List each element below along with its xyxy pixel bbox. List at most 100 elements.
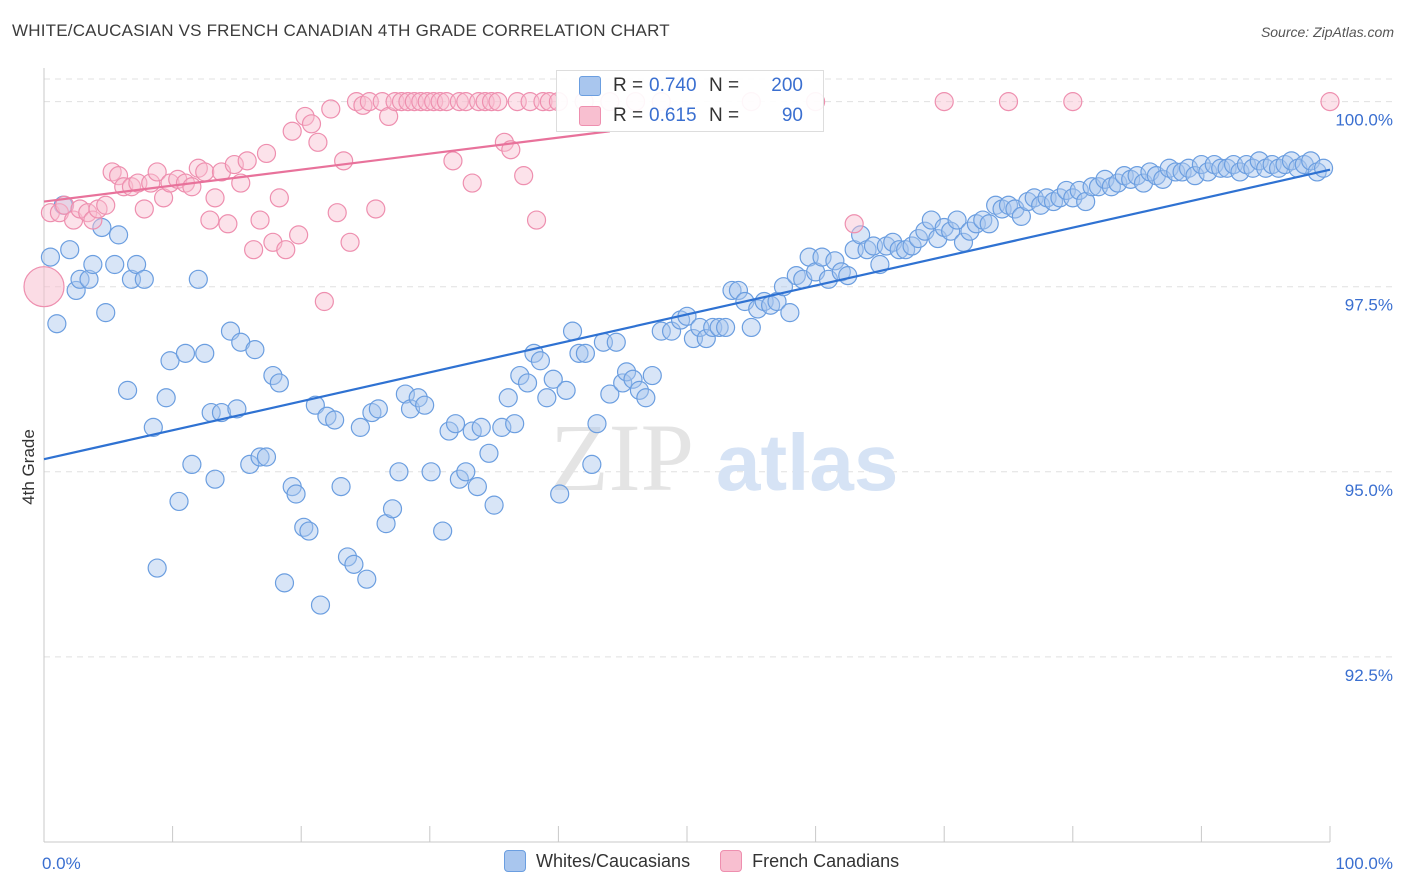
point-whites <box>479 443 499 463</box>
point-french <box>282 121 302 141</box>
point-whites <box>556 380 576 400</box>
point-whites <box>415 395 435 415</box>
point-whites <box>471 417 491 437</box>
stats-n-value: 90 <box>781 105 803 126</box>
point-french <box>295 106 315 127</box>
point-whites <box>368 399 388 419</box>
point-french <box>256 143 277 164</box>
point-whites <box>550 484 570 504</box>
point-whites <box>134 269 154 289</box>
point-whites <box>1108 173 1128 193</box>
point-french <box>205 188 225 208</box>
point-french <box>134 199 154 219</box>
stats-n-label: N = <box>709 105 740 126</box>
stats-swatch-pink <box>579 106 601 126</box>
point-whites <box>286 484 306 504</box>
point-whites <box>728 280 749 301</box>
legend-item-whites[interactable]: Whites/Caucasians <box>504 850 690 872</box>
point-french <box>308 132 328 152</box>
point-french <box>844 214 864 234</box>
point-whites <box>331 477 351 497</box>
point-whites <box>696 328 716 349</box>
point-whites <box>227 399 247 419</box>
point-whites <box>169 491 189 512</box>
point-french <box>276 240 296 260</box>
point-whites <box>543 369 563 389</box>
point-french <box>327 203 347 223</box>
point-whites <box>439 421 459 441</box>
point-whites <box>1095 169 1115 189</box>
point-whites <box>299 521 319 541</box>
point-whites <box>623 369 643 389</box>
point-whites <box>1166 162 1186 182</box>
point-whites <box>305 395 325 415</box>
x-tick-label: 0.0% <box>42 854 81 873</box>
point-whites <box>1031 195 1051 215</box>
point-whites <box>812 247 832 267</box>
point-whites <box>517 373 538 393</box>
stats-r-label: R = <box>613 105 644 126</box>
point-whites <box>979 214 999 234</box>
point-whites <box>195 343 215 363</box>
point-whites <box>66 280 86 301</box>
point-whites <box>449 469 469 489</box>
point-whites <box>263 365 283 386</box>
point-whites <box>582 454 602 475</box>
point-whites <box>433 521 453 541</box>
point-whites <box>715 317 736 338</box>
point-french <box>200 210 220 230</box>
point-whites <box>575 343 596 363</box>
point-whites <box>838 266 858 286</box>
axes <box>43 68 1331 843</box>
point-french <box>321 99 341 119</box>
point-french <box>237 151 257 171</box>
point-whites <box>1281 151 1302 171</box>
point-whites <box>60 240 80 260</box>
point-french <box>340 232 360 252</box>
stats-swatch-blue <box>579 76 601 96</box>
point-whites <box>108 225 129 245</box>
y-tick-label: 100.0% <box>1335 111 1393 130</box>
point-whites <box>156 388 176 408</box>
point-whites <box>510 365 530 386</box>
point-whites <box>147 558 167 578</box>
legend-label: French Canadians <box>752 850 900 871</box>
point-whites <box>389 462 409 482</box>
stats-box: R = 0.740 N = 200 R = 0.615 N = 90 <box>556 70 824 132</box>
point-whites <box>600 384 620 404</box>
trend-line-whites <box>43 168 1331 461</box>
point-whites <box>96 303 116 323</box>
y-tick-label: 95.0% <box>1345 481 1393 500</box>
point-whites <box>825 251 845 271</box>
point-french <box>96 195 116 215</box>
point-whites <box>117 380 138 400</box>
point-whites <box>492 417 512 437</box>
point-french <box>526 210 547 230</box>
point-whites <box>126 254 147 275</box>
legend-item-french[interactable]: French Canadians <box>720 850 899 872</box>
point-whites <box>616 362 637 382</box>
y-axis-label: 4th Grade <box>19 429 38 505</box>
point-whites <box>250 447 270 467</box>
point-french <box>366 199 386 219</box>
point-french <box>334 151 354 171</box>
point-whites <box>456 462 476 482</box>
point-french <box>83 210 103 230</box>
point-french <box>289 225 309 245</box>
source-label: Source: ZipAtlas.com <box>1260 24 1394 40</box>
point-whites <box>382 499 403 519</box>
point-french <box>533 92 553 112</box>
point-french-large <box>23 266 65 308</box>
stats-n-label: N = <box>709 75 740 96</box>
point-whites <box>1178 158 1199 178</box>
point-whites <box>1230 162 1250 182</box>
point-whites <box>83 254 103 275</box>
point-whites <box>182 454 202 475</box>
point-whites <box>636 388 656 408</box>
point-french <box>147 162 167 182</box>
point-whites <box>889 240 909 260</box>
point-whites <box>1211 158 1231 178</box>
watermark-atlas: atlas <box>716 418 898 507</box>
point-whites <box>211 402 232 423</box>
point-whites <box>651 321 671 341</box>
